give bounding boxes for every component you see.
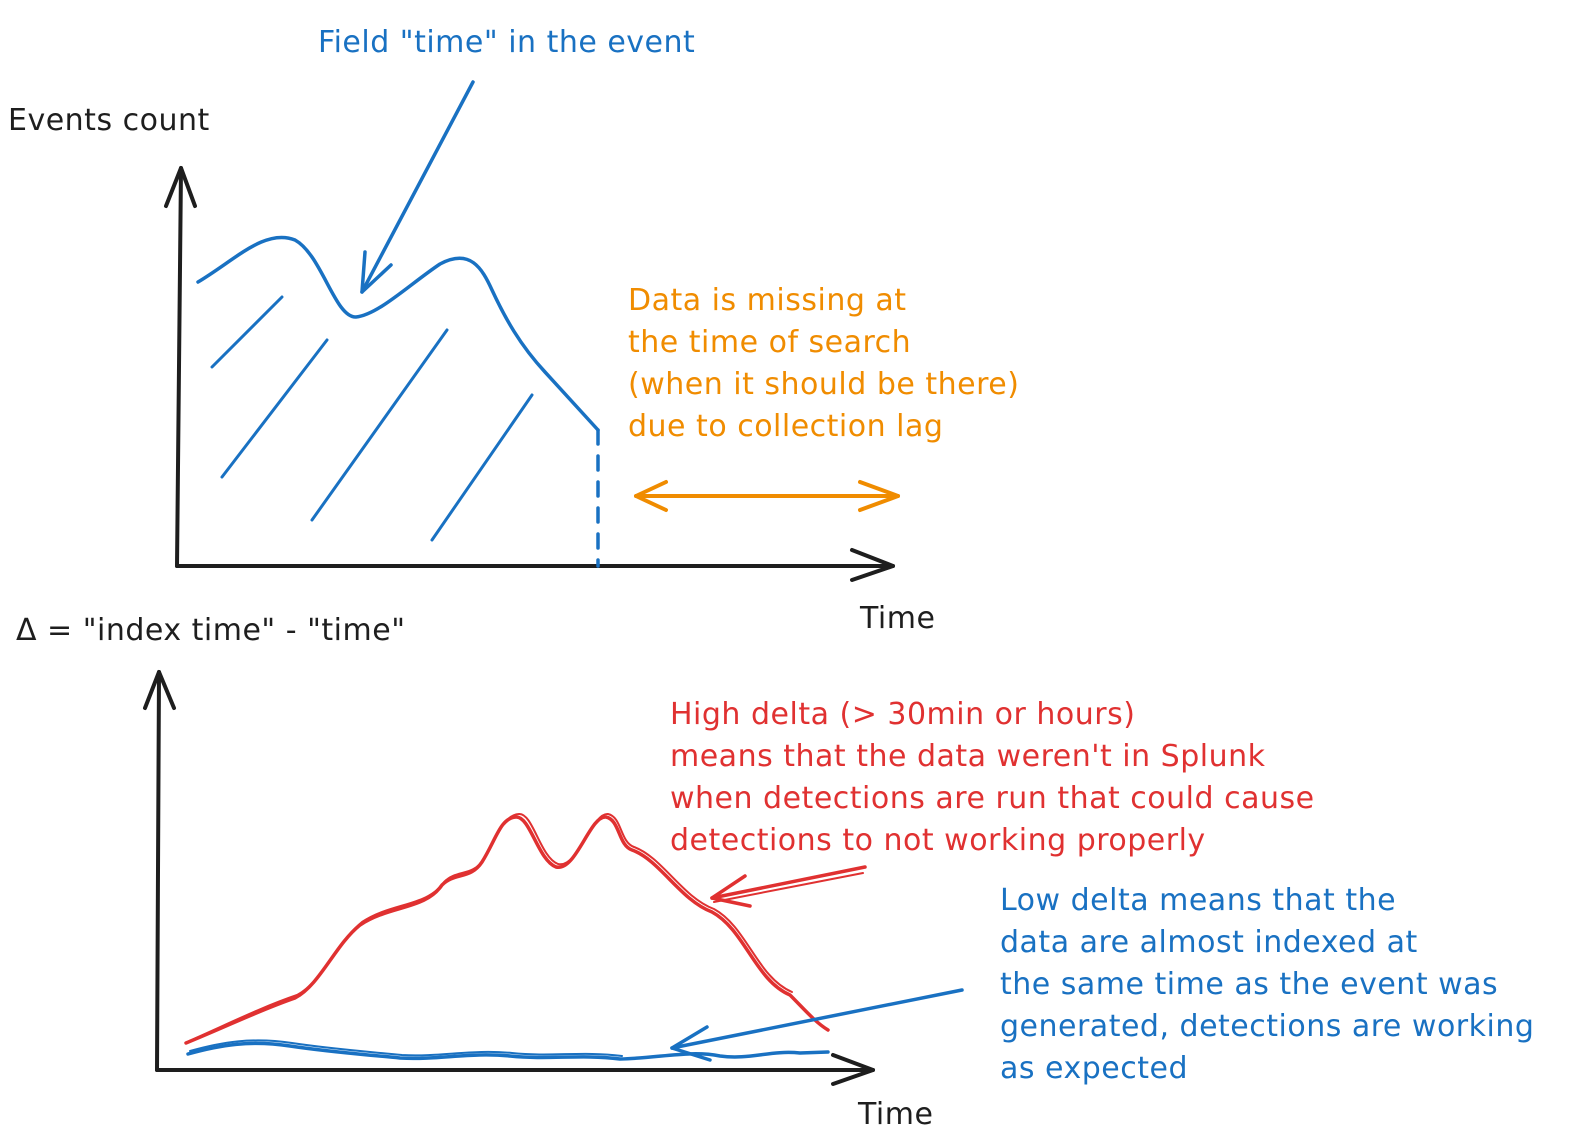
note-line: data are almost indexed at: [1000, 925, 1418, 960]
hatch-stroke: [210, 295, 284, 369]
top-chart-axes: [164, 166, 895, 582]
note-line: High delta (> 30min or hours): [670, 697, 1136, 732]
pointer-arrowhead: [360, 250, 393, 294]
low-delta-note: Low delta means that the data are almost…: [1000, 880, 1534, 1090]
bottom-y-axis-arrowhead: [143, 670, 176, 710]
low-delta-curve: [186, 1039, 830, 1061]
high-delta-curve: [184, 812, 830, 1045]
lag-arrowhead-left: [634, 480, 668, 512]
field-time-pointer-arrow: [360, 80, 475, 294]
collection-lag-note: Data is missing at the time of search (w…: [628, 280, 1019, 448]
bottom-y-axis-label: Δ = "index time" - "time": [16, 613, 406, 648]
collection-lag-double-arrow: [634, 480, 900, 512]
low-delta-pointer-arrow: [670, 988, 964, 1062]
top-x-axis-arrowhead: [850, 548, 895, 582]
hatch-stroke: [430, 393, 534, 542]
hatch-stroke: [310, 328, 449, 522]
note-line: Low delta means that the: [1000, 883, 1397, 918]
high-delta-line-double-stroke: [188, 812, 793, 1042]
bottom-chart-axes: [143, 670, 875, 1086]
bottom-y-axis: [155, 670, 161, 1072]
note-line: means that the data weren't in Splunk: [670, 739, 1266, 774]
low-delta-arrow-shaft: [670, 988, 964, 1050]
top-y-axis-label: Events count: [8, 103, 210, 138]
high-delta-note: High delta (> 30min or hours) means that…: [670, 694, 1315, 862]
top-area-hatching: [210, 295, 534, 542]
note-line: detections to not working properly: [670, 823, 1206, 858]
high-delta-pointer-arrow: [710, 865, 867, 908]
field-time-annotation: Field "time" in the event: [318, 25, 696, 60]
low-delta-line-double-stroke: [189, 1039, 623, 1057]
top-y-axis: [175, 166, 183, 568]
note-line: the same time as the event was: [1000, 967, 1499, 1002]
high-delta-arrow-shaft-double-stroke: [713, 872, 864, 903]
high-delta-arrow-shaft: [710, 865, 867, 900]
note-line: Data is missing at: [628, 283, 907, 318]
pointer-arrow-shaft: [360, 80, 475, 294]
events-count-curve: [196, 235, 600, 432]
note-line: generated, detections are working: [1000, 1009, 1535, 1044]
top-y-axis-arrowhead: [164, 166, 197, 208]
note-line: due to collection lag: [628, 409, 944, 444]
note-line: the time of search: [628, 325, 912, 360]
top-x-axis-label: Time: [860, 601, 936, 636]
bottom-x-axis-label: Time: [858, 1097, 934, 1132]
note-line: (when it should be there): [628, 367, 1020, 402]
hatch-stroke: [220, 338, 329, 479]
note-line: as expected: [1000, 1051, 1188, 1086]
bottom-x-axis-arrowhead: [831, 1053, 875, 1086]
low-delta-arrowhead: [670, 1025, 712, 1062]
top-event-curve: [196, 235, 600, 568]
lag-arrowhead-right: [858, 480, 900, 512]
high-delta-arrowhead: [710, 874, 752, 908]
note-line: when detections are run that could cause: [670, 781, 1315, 816]
low-delta-line: [186, 1041, 830, 1061]
